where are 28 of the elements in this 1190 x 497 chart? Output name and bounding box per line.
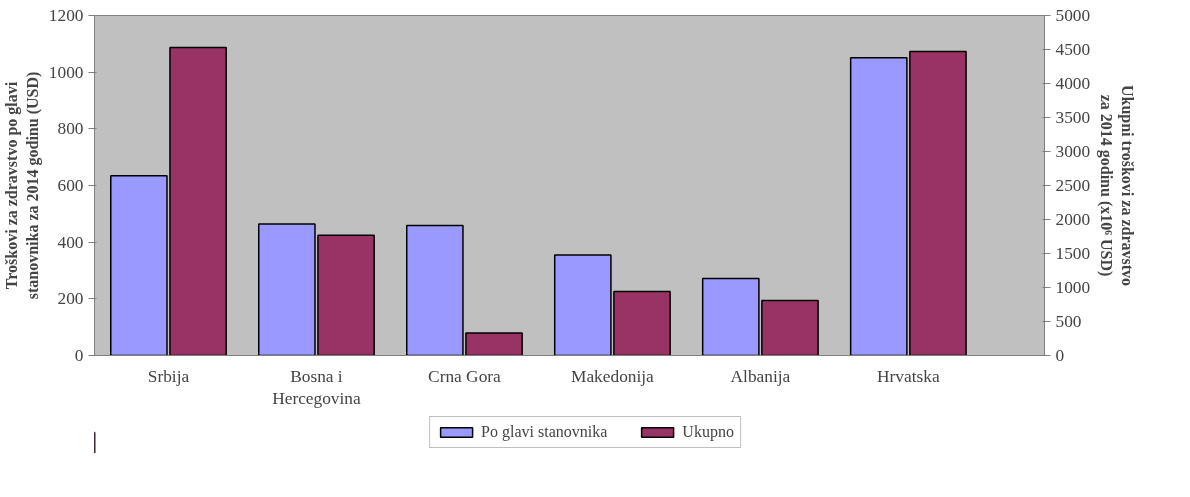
x-tick-label: Makedonija [571,366,655,386]
x-tick-label: Hrvatska [877,366,940,386]
y2-tick-label: 4500 [1055,40,1091,59]
y2-tick-label: 5000 [1055,6,1091,25]
y-tick-label: 1200 [48,6,84,25]
y-tick-label: 200 [57,289,84,309]
y2-tick-label: 0 [1055,346,1065,365]
y2-tick-label: 2500 [1055,176,1091,195]
y-tick-label: 600 [57,176,84,195]
y2-tick-label: 3500 [1055,108,1091,127]
y-axis-title: Troškovi za zdravstvo po glavi stanovnika za 2014 godinu (USD) [3,71,42,300]
y-tick-label: 0 [74,346,84,365]
legend-label: Ukupno [682,423,734,441]
y-tick-label: 400 [57,232,84,252]
y2-tick-label: 2000 [1055,210,1091,229]
y-tick-label: 1000 [48,62,84,82]
y2-tick-label: 1500 [1055,244,1091,263]
x-tick-label: Bosna i Hercegovina [272,366,362,409]
x-tick-label: Crna Gora [428,366,502,386]
y2-axis-title: Ukupni troškovi za zdravstvo za 2014 godinu (x10⁶ USD) [1097,84,1136,287]
legend-label: Po glavi stanovnika [481,423,608,441]
y2-tick-label: 1000 [1055,278,1091,297]
y-tick-label: 800 [57,119,84,139]
y2-tick-label: 4000 [1055,74,1091,93]
y2-tick-label: 500 [1055,312,1082,331]
y2-tick-label: 3000 [1055,142,1091,161]
x-tick-label: Albanija [730,366,791,386]
x-tick-label: Srbija [147,366,190,386]
